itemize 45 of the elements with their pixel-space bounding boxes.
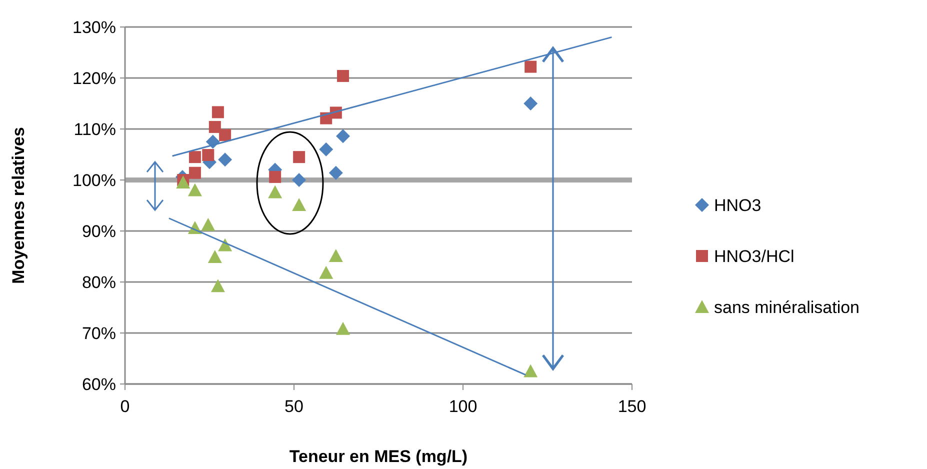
point [176,176,190,189]
point [188,151,201,164]
point [212,106,224,118]
x-tick-label: 0 [120,397,130,416]
x-tick-label: 50 [284,397,304,416]
point [218,238,232,252]
point [269,170,282,183]
x-axis-title: Teneur en MES (mg/L) [289,447,468,466]
point [524,60,537,73]
point [210,279,225,292]
y-tick-label: 100% [72,170,116,190]
point [319,266,334,279]
point [188,166,201,179]
point [336,129,350,144]
y-axis-title: Moyennes relatives [9,127,28,284]
point [202,149,214,162]
point [218,152,232,167]
point [293,151,306,164]
point [337,70,350,82]
legend-label: sans minéralisation [714,298,860,317]
point [328,248,343,262]
x-tick-label: 150 [618,397,646,416]
point [292,173,306,187]
point [201,218,216,231]
point [208,250,222,264]
y-tick-label: 80% [82,272,116,292]
point [208,120,221,133]
x-tick-label: 100 [448,397,478,416]
point [524,96,538,110]
point [336,322,350,335]
y-tick-label: 120% [72,68,116,88]
point [328,166,343,180]
point [319,142,334,156]
point [188,183,202,196]
point [219,129,232,142]
point [292,198,306,211]
legend-label: HNO3/HCl [714,246,794,266]
point [268,185,282,198]
y-tick-label: 70% [82,324,116,343]
y-tick-label: 110% [74,120,116,139]
y-tick-label: 130% [72,18,116,37]
y-tick-label: 90% [82,222,116,241]
point [524,364,538,378]
legend-label: HNO3 [714,196,762,215]
y-tick-label: 60% [82,374,116,394]
